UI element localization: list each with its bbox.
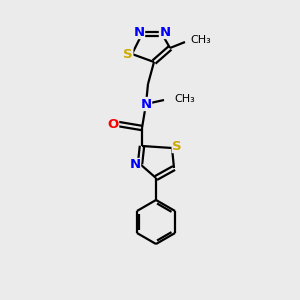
Text: S: S: [123, 47, 133, 61]
Text: CH₃: CH₃: [174, 94, 195, 104]
Text: N: N: [129, 158, 141, 172]
Text: N: N: [134, 26, 145, 38]
Text: S: S: [172, 140, 182, 152]
Text: N: N: [159, 26, 171, 38]
Text: CH₃: CH₃: [190, 35, 211, 45]
Text: N: N: [140, 98, 152, 110]
Text: O: O: [107, 118, 118, 130]
